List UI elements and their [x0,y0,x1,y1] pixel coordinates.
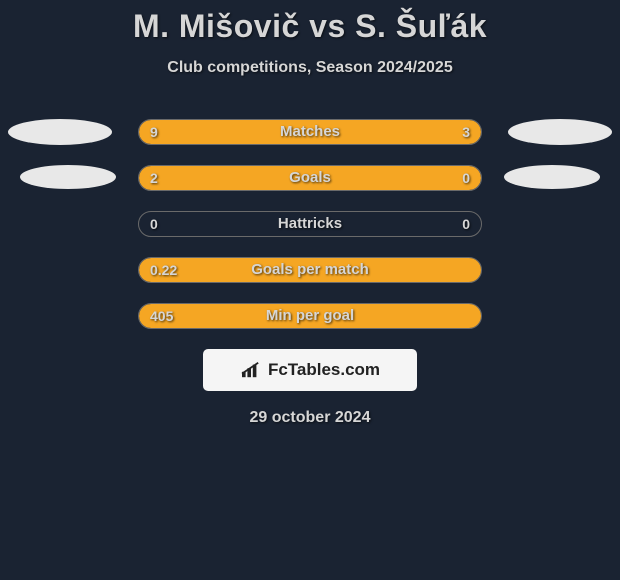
metric-bar-track [138,211,482,237]
metric-value-right: 3 [462,119,470,145]
page-title: M. Mišovič vs S. Šuľák [0,0,620,45]
player-left-avatar [8,119,112,145]
metric-bar-left [139,120,396,144]
metric-row: 0.22Goals per match [0,257,620,283]
metric-value-right: 0 [462,165,470,191]
metric-row: 93Matches [0,119,620,145]
metric-bar-track [138,119,482,145]
metric-bar-left [139,258,481,282]
metric-value-left: 0 [150,211,158,237]
metric-rows: 93Matches20Goals00Hattricks0.22Goals per… [0,119,620,329]
metric-row: 20Goals [0,165,620,191]
page-subtitle: Club competitions, Season 2024/2025 [0,59,620,77]
player-right-avatar [504,165,600,189]
date-text: 29 october 2024 [0,409,620,427]
metric-value-right: 0 [462,211,470,237]
logo-text: FcTables.com [268,360,380,380]
metric-bar-left [139,166,399,190]
metric-bar-track [138,303,482,329]
metric-value-left: 0.22 [150,257,177,283]
metric-bar-track [138,165,482,191]
metric-value-left: 9 [150,119,158,145]
metric-bar-track [138,257,482,283]
metric-bar-left [139,304,481,328]
metric-value-left: 2 [150,165,158,191]
metric-row: 00Hattricks [0,211,620,237]
logo-box: FcTables.com [203,349,417,391]
metric-value-left: 405 [150,303,173,329]
bar-chart-icon [240,361,262,379]
player-right-avatar [508,119,612,145]
metric-row: 405Min per goal [0,303,620,329]
player-left-avatar [20,165,116,189]
comparison-infographic: M. Mišovič vs S. Šuľák Club competitions… [0,0,620,580]
